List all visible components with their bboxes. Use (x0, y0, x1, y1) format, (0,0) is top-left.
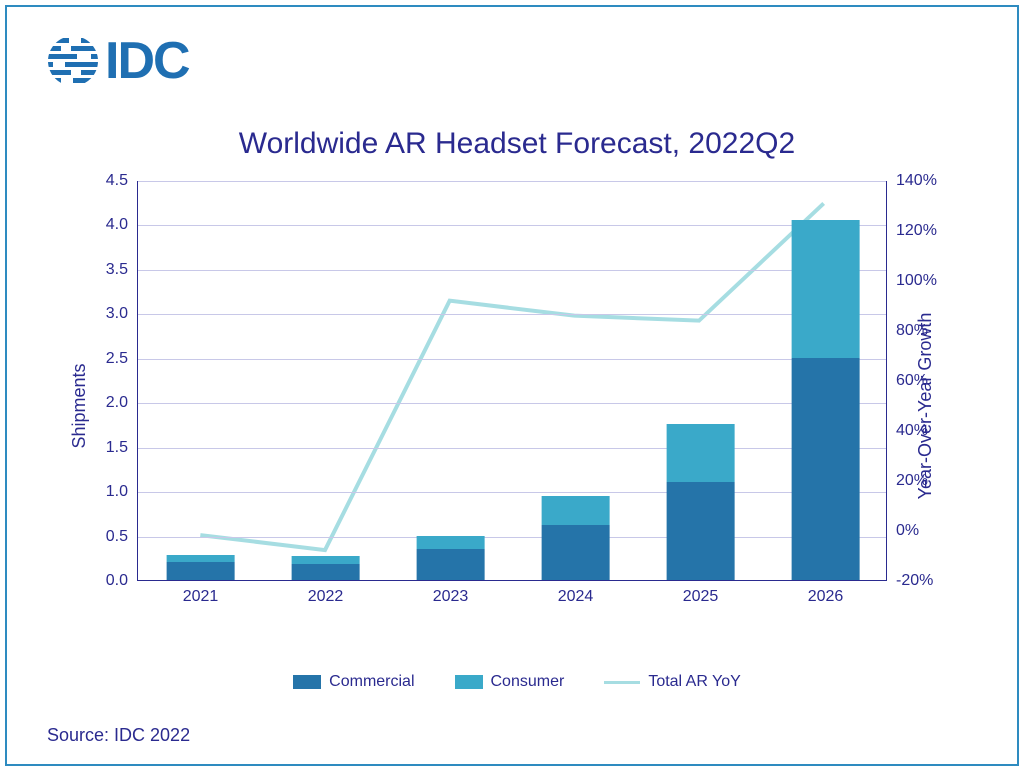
legend-label: Consumer (491, 673, 565, 691)
y-left-tick: 0.0 (106, 572, 138, 590)
x-tick: 2024 (558, 580, 594, 606)
bar-segment-consumer (291, 556, 360, 564)
bar-segment-consumer (166, 555, 235, 562)
y-right-tick: 80% (886, 322, 928, 340)
gridline (138, 225, 886, 226)
bar-group (166, 555, 235, 580)
y-left-axis-label: Shipments (69, 363, 90, 448)
chart-title: Worldwide AR Headset Forecast, 2022Q2 (67, 127, 967, 161)
y-left-tick: 4.0 (106, 216, 138, 234)
gridline (138, 537, 886, 538)
legend-label: Total AR YoY (648, 673, 741, 691)
bar-segment-commercial (791, 358, 860, 580)
y-right-tick: 120% (886, 222, 937, 240)
chart-region: Worldwide AR Headset Forecast, 2022Q2 Sh… (67, 127, 967, 687)
legend-item: Commercial (293, 673, 414, 691)
gridline (138, 492, 886, 493)
legend-item: Consumer (455, 673, 565, 691)
y-right-tick: 40% (886, 422, 928, 440)
idc-globe-icon (47, 35, 99, 87)
bar-group (791, 220, 860, 580)
bar-segment-commercial (541, 525, 610, 580)
bar-group (291, 556, 360, 580)
legend: Commercial Consumer Total AR YoY (67, 673, 967, 691)
legend-swatch (604, 681, 640, 684)
y-left-tick: 1.0 (106, 483, 138, 501)
x-tick: 2022 (308, 580, 344, 606)
bar-segment-commercial (166, 562, 235, 580)
x-tick: 2026 (808, 580, 844, 606)
bar-group (666, 424, 735, 580)
idc-logo-text: IDC (105, 31, 189, 91)
bar-segment-commercial (416, 549, 485, 580)
y-left-tick: 1.5 (106, 439, 138, 457)
y-left-tick: 3.5 (106, 261, 138, 279)
y-right-tick: 140% (886, 172, 937, 190)
gridline (138, 181, 886, 182)
idc-logo: IDC (47, 31, 189, 91)
legend-swatch (293, 675, 321, 689)
y-left-tick: 2.0 (106, 394, 138, 412)
legend-swatch (455, 675, 483, 689)
bar-group (416, 536, 485, 580)
legend-item: Total AR YoY (604, 673, 741, 691)
bar-segment-consumer (666, 424, 735, 482)
y-left-tick: 4.5 (106, 172, 138, 190)
bar-segment-commercial (666, 482, 735, 580)
gridline (138, 314, 886, 315)
x-tick: 2021 (183, 580, 219, 606)
y-right-tick: -20% (886, 572, 933, 590)
source-caption: Source: IDC 2022 (47, 725, 190, 746)
growth-line (138, 181, 886, 580)
y-right-tick: 0% (886, 522, 919, 540)
y-left-tick: 0.5 (106, 528, 138, 546)
y-left-tick: 2.5 (106, 350, 138, 368)
y-right-tick: 60% (886, 372, 928, 390)
gridline (138, 359, 886, 360)
gridline (138, 270, 886, 271)
plot-area: 0.00.51.01.52.02.53.03.54.04.5-20%0%20%4… (137, 181, 887, 581)
x-tick: 2023 (433, 580, 469, 606)
plot-wrap: Shipments Year-Over-Year Growth 0.00.51.… (67, 171, 967, 641)
y-right-tick: 100% (886, 272, 937, 290)
bar-segment-commercial (291, 564, 360, 580)
gridline (138, 448, 886, 449)
bar-segment-consumer (541, 496, 610, 524)
y-left-tick: 3.0 (106, 305, 138, 323)
bar-group (541, 496, 610, 580)
legend-label: Commercial (329, 673, 414, 691)
chart-frame: IDC Worldwide AR Headset Forecast, 2022Q… (5, 5, 1019, 766)
y-right-tick: 20% (886, 472, 928, 490)
x-tick: 2025 (683, 580, 719, 606)
gridline (138, 403, 886, 404)
bar-segment-consumer (791, 220, 860, 358)
bar-segment-consumer (416, 536, 485, 548)
